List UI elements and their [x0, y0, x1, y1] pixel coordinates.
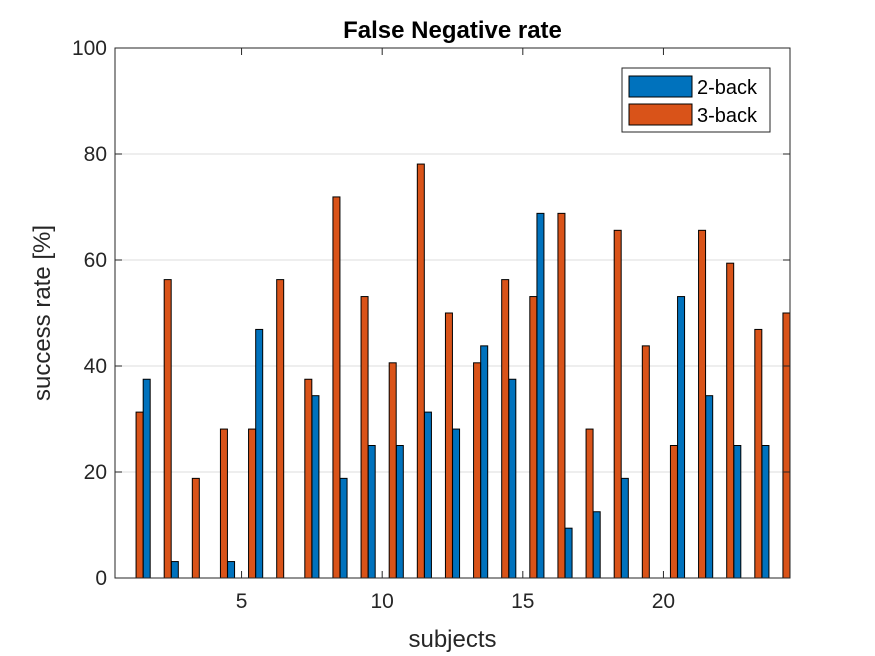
x-tick-label: 20 [652, 590, 675, 613]
bar-3-back-subject-11 [416, 163, 425, 579]
bar-2-back-subject-10 [367, 445, 376, 579]
x-tick-label: 10 [371, 590, 394, 613]
x-axis-label: subjects [408, 626, 496, 653]
bar-2-back-subject-3 [170, 561, 179, 579]
bar-3-back-subject-2 [163, 279, 172, 579]
bar-2-back-subject-21 [677, 296, 686, 579]
bar-3-back-subject-18 [613, 229, 622, 579]
bar-2-back-subject-12 [423, 411, 432, 579]
bar-3-back-subject-22 [726, 262, 735, 579]
bar-3-back-subject-9 [360, 296, 369, 579]
bar-3-back-subject-15 [529, 296, 538, 579]
bar-3-back-subject-19 [641, 345, 650, 579]
plot-area-frame [114, 47, 791, 579]
bar-3-back-subject-7 [304, 378, 313, 579]
bar-3-back-subject-3 [191, 477, 200, 579]
bar-2-back-subject-2 [142, 378, 151, 579]
bar-2-back-subject-17 [564, 527, 573, 579]
bar-2-back-subject-9 [339, 477, 348, 579]
bar-2-back-subject-5 [227, 561, 236, 579]
bar-3-back-subject-8 [332, 196, 341, 579]
bar-2-back-subject-8 [311, 395, 320, 579]
bar-3-back-subject-20 [669, 445, 678, 579]
bar-3-back-subject-10 [388, 362, 397, 579]
bars [135, 163, 791, 579]
y-tick-label: 40 [84, 355, 107, 378]
chart-title: False Negative rate [343, 17, 562, 44]
y-tick-label: 100 [72, 37, 107, 60]
bar-3-back-subject-23 [754, 328, 763, 579]
bar-2-back-subject-22 [705, 395, 714, 579]
bar-3-back-subject-5 [248, 428, 257, 579]
bar-2-back-subject-18 [592, 511, 601, 579]
legend: 2-back 3-back [621, 67, 771, 133]
bar-3-back-subject-24 [782, 312, 791, 579]
bar-3-back-subject-6 [276, 279, 285, 579]
bar-3-back-subject-17 [585, 428, 594, 579]
y-tick-label: 60 [84, 249, 107, 272]
bar-2-back-subject-14 [480, 345, 489, 579]
bar-3-back-subject-21 [698, 229, 707, 579]
bar-2-back-subject-13 [452, 428, 461, 579]
legend-label-2-back: 2-back [697, 77, 758, 99]
bar-2-back-subject-16 [536, 212, 545, 579]
y-tick-label: 20 [84, 461, 107, 484]
legend-swatch-2-back [628, 75, 693, 98]
bar-2-back-subject-24 [761, 445, 770, 579]
bar-3-back-subject-13 [473, 362, 482, 579]
bar-2-back-subject-23 [733, 445, 742, 579]
legend-label-3-back: 3-back [697, 105, 758, 127]
bar-3-back-subject-16 [557, 212, 566, 579]
bar-3-back-subject-12 [444, 312, 453, 579]
bar-2-back-subject-19 [620, 477, 629, 579]
y-axis-label: success rate [%] [29, 225, 56, 401]
bar-2-back-subject-15 [508, 378, 517, 579]
bar-2-back-subject-6 [255, 328, 264, 579]
axis-ticks: 0 20 40 60 80 100 5 10 15 20 [72, 37, 790, 613]
bar-3-back-subject-1 [135, 411, 144, 579]
bar-3-back-subject-14 [501, 279, 510, 579]
x-tick-label: 5 [236, 590, 248, 613]
bar-2-back-subject-11 [395, 445, 404, 579]
y-tick-label: 0 [95, 567, 107, 590]
bar-3-back-subject-4 [219, 428, 228, 579]
y-tick-label: 80 [84, 143, 107, 166]
x-tick-label: 15 [511, 590, 534, 613]
legend-swatch-3-back [628, 103, 693, 126]
